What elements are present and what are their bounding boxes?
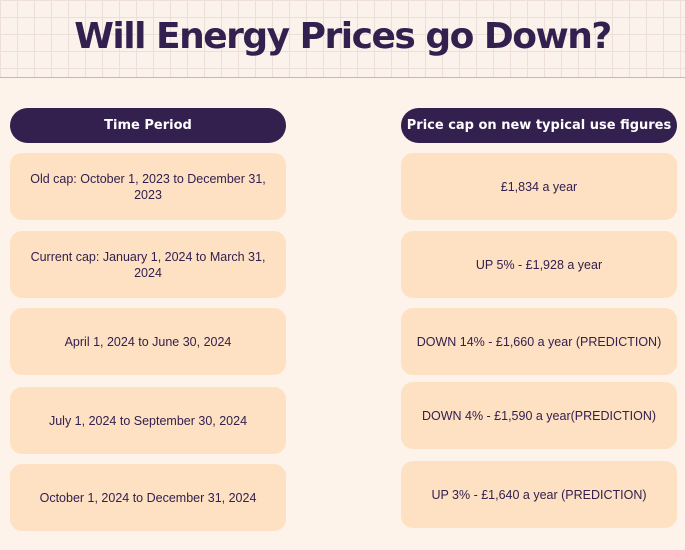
price-cap-cell: £1,834 a year bbox=[401, 153, 677, 220]
time-period-cell: April 1, 2024 to June 30, 2024 bbox=[10, 308, 286, 375]
price-cap-cell: DOWN 14% - £1,660 a year (PREDICTION) bbox=[401, 308, 677, 375]
time-period-header: Time Period bbox=[10, 108, 286, 143]
time-period-cell: October 1, 2024 to December 31, 2024 bbox=[10, 464, 286, 531]
price-cap-cell: UP 5% - £1,928 a year bbox=[401, 231, 677, 298]
title-banner: Will Energy Prices go Down? bbox=[0, 0, 685, 78]
time-period-cell: Old cap: October 1, 2023 to December 31,… bbox=[10, 153, 286, 220]
price-cap-cell: UP 3% - £1,640 a year (PREDICTION) bbox=[401, 461, 677, 528]
price-cap-cell: DOWN 4% - £1,590 a year(PREDICTION) bbox=[401, 382, 677, 449]
page-title: Will Energy Prices go Down? bbox=[74, 16, 612, 57]
price-cap-header: Price cap on new typical use figures bbox=[401, 108, 677, 143]
time-period-cell: July 1, 2024 to September 30, 2024 bbox=[10, 387, 286, 454]
time-period-cell: Current cap: January 1, 2024 to March 31… bbox=[10, 231, 286, 298]
